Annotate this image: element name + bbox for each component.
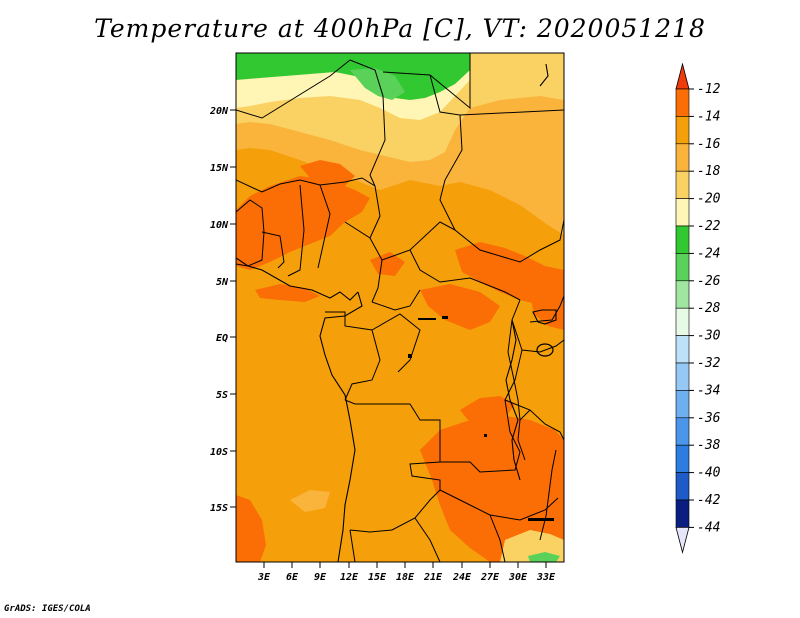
longitude-labels: 3E 6E 9E 12E 15E 18E 21E 24E 27E 30E 33E [257, 572, 556, 583]
lon-label: 12E [340, 572, 359, 583]
colorbar-top-arrow [675, 62, 690, 90]
colorbar-swatch [675, 225, 690, 254]
lake-mark-3 [408, 354, 412, 358]
colorbar-swatch [675, 499, 690, 528]
colorbar-label: -36 [697, 411, 721, 426]
colorbar-swatch [675, 170, 690, 199]
lake-mark-5 [528, 518, 554, 521]
colorbar-label: -34 [697, 383, 720, 398]
colorbar-label: -32 [697, 356, 721, 371]
lat-label: 5N [216, 277, 229, 288]
colorbar-label: -24 [697, 246, 720, 261]
colorbar-swatch [675, 417, 690, 446]
colorbar-label: -44 [697, 520, 720, 535]
field-patch-tanzania [460, 396, 515, 424]
colorbar-label: -20 [697, 192, 721, 207]
colorbar-swatch [675, 116, 690, 145]
field-patch-east-sudan [455, 242, 564, 306]
lon-label: 33E [536, 572, 556, 583]
lon-label: 27E [480, 572, 500, 583]
lat-label: 5S [216, 390, 228, 401]
lon-label: 30E [508, 572, 528, 583]
colorbar-swatch [675, 307, 690, 336]
country-borders [236, 53, 564, 562]
field-band-green [236, 53, 470, 100]
colorbar-label: -12 [697, 82, 721, 97]
grads-credit: GrADS: IGES/COLA [4, 604, 91, 614]
map-title: Temperature at 400hPa [C], VT: 202005121… [94, 14, 706, 43]
lon-label: 18E [396, 572, 415, 583]
lat-label: 20N [209, 106, 229, 117]
lon-label: 15E [368, 572, 387, 583]
colorbar-swatch [675, 253, 690, 282]
lon-label: 21E [423, 572, 443, 583]
colorbar-label: -14 [697, 109, 720, 124]
colorbar-label: -28 [697, 301, 721, 316]
coastlines [236, 63, 557, 562]
colorbar-bottom-arrow [675, 527, 690, 554]
lon-label: 9E [314, 572, 327, 583]
lon-label: 6E [286, 572, 299, 583]
field-patch-nigeria [300, 160, 355, 186]
field-band-light-green [350, 68, 405, 100]
lat-label: 10S [210, 447, 228, 458]
lakes [408, 316, 554, 521]
colorbar-label: -30 [697, 329, 721, 344]
colorbar-swatch [675, 444, 690, 473]
colorbar-swatch [675, 198, 690, 227]
colorbar-swatch [675, 390, 690, 419]
lake-mark-6 [484, 434, 487, 437]
field-patch-south-east [420, 415, 564, 562]
lake-mark-1 [418, 318, 436, 320]
axis-ticks [230, 109, 547, 568]
colorbar-swatch [675, 280, 690, 309]
lon-label: 24E [452, 572, 472, 583]
lon-label: 3E [257, 572, 271, 583]
colorbar-label: -16 [697, 137, 721, 152]
colorbar-label: -42 [697, 493, 721, 508]
lat-label: 15S [210, 503, 228, 514]
lat-label: 10N [210, 220, 229, 231]
lake-victoria [536, 343, 554, 357]
colorbar-swatch [675, 362, 690, 391]
colorbar-swatch [675, 143, 690, 172]
field-patch-east-central [420, 284, 500, 330]
latitude-labels: 20N 15N 10N 5N EQ 5S 10S 15S [209, 106, 229, 514]
colorbar-swatch [675, 88, 690, 117]
colorbar-label: -38 [697, 438, 721, 453]
colorbar-label: -40 [697, 466, 721, 481]
field-patch-light-orange-ne [470, 53, 564, 98]
colorbar-swatch [675, 335, 690, 364]
temperature-field [236, 53, 564, 562]
colorbar: -12 -14 -16 -18 -20 -22 -24 -26 -28 -30 -32 -34 -36 -… [675, 62, 721, 554]
colorbar-swatch [675, 472, 690, 501]
field-patch-southwest [236, 495, 266, 562]
colorbar-label: -18 [697, 164, 721, 179]
lat-label: EQ [216, 333, 228, 344]
lat-label: 15N [210, 163, 229, 174]
field-patch-se-corner-green [528, 552, 560, 562]
field-patch-atlantic-light [290, 490, 330, 512]
colorbar-label: -26 [697, 274, 721, 289]
field-patch-cameroon [370, 252, 405, 276]
colorbar-label: -22 [697, 219, 721, 234]
lake-mark-2 [442, 316, 448, 319]
map-frame [235, 52, 565, 563]
